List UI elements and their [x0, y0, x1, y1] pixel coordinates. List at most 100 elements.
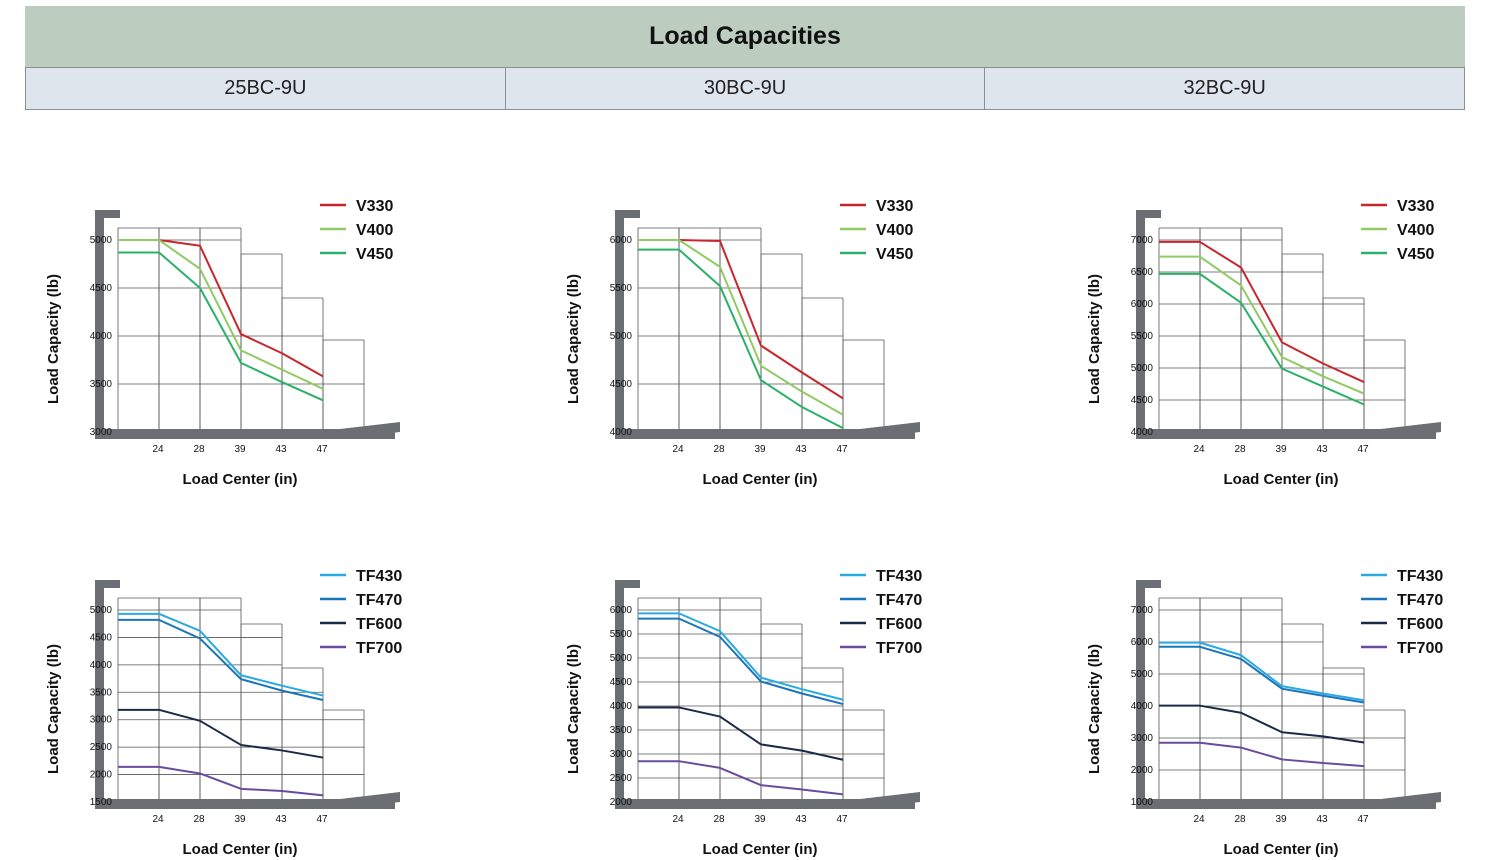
- series-line: [1159, 741, 1365, 768]
- y-tick-label: 2500: [90, 742, 113, 753]
- y-axis-bar: [95, 580, 120, 800]
- legend-label: TF600: [356, 616, 402, 633]
- y-tick-label: 2000: [90, 770, 113, 781]
- legend-label: TF430: [356, 568, 402, 585]
- y-tick-label: 6000: [1131, 299, 1154, 310]
- legend-label: TF700: [356, 640, 402, 657]
- chart-30bc-v-series: 4000 4500 5000 5500 6000 24 28 39 43 47 Load Capac…: [560, 190, 970, 490]
- legend-label: V450: [1397, 246, 1434, 263]
- x-tick-label: 47: [1357, 814, 1369, 825]
- x-tick-label: 28: [713, 444, 725, 455]
- x-axis-wedge: [1381, 422, 1441, 439]
- grid: [117, 597, 365, 803]
- y-tick-label: 2500: [610, 773, 633, 784]
- legend-label: V400: [876, 222, 913, 239]
- x-tick-label: 43: [795, 444, 807, 455]
- y-tick-label: 4500: [1131, 395, 1154, 406]
- x-tick-label: 43: [1316, 444, 1328, 455]
- y-axis-label: Load Capacity (lb): [45, 644, 62, 774]
- y-axis-label: Load Capacity (lb): [565, 274, 582, 404]
- y-tick-label: 3000: [1131, 733, 1154, 744]
- series-line: [638, 239, 844, 416]
- x-tick-label: 24: [152, 814, 164, 825]
- series-line: [638, 248, 844, 430]
- y-tick-label: 6000: [610, 605, 633, 616]
- y-tick-label: 3000: [610, 749, 633, 760]
- x-tick-label: 28: [1234, 814, 1246, 825]
- y-tick-label: 5000: [1131, 669, 1154, 680]
- chart-30bc-tf-series: 2000 2500 3000 3500 4000 4500 5000 5500 6000 24 28…: [560, 560, 970, 860]
- y-tick-label: 7000: [1131, 235, 1154, 246]
- x-axis-floor: [1136, 429, 1436, 439]
- y-tick-label: 4500: [90, 283, 113, 294]
- x-axis-wedge: [860, 792, 920, 809]
- x-tick-label: 28: [713, 814, 725, 825]
- y-tick-label: 7000: [1131, 605, 1154, 616]
- y-tick-label: 1000: [1131, 797, 1154, 808]
- y-tick-label: 5000: [1131, 363, 1154, 374]
- model-row: 25BC-9U 30BC-9U 32BC-9U: [25, 67, 1465, 110]
- y-axis-bar: [615, 210, 640, 430]
- chart-svg: 2000 2500 3000 3500 4000 4500 5000 5500 6000 24 28…: [565, 568, 922, 858]
- series-line: [1159, 641, 1365, 702]
- x-tick-label: 43: [1316, 814, 1328, 825]
- y-tick-label: 3500: [90, 379, 113, 390]
- y-tick-label: 5500: [1131, 331, 1154, 342]
- grid: [637, 227, 885, 433]
- legend-label: TF600: [876, 616, 922, 633]
- y-tick-label: 4000: [1131, 701, 1154, 712]
- series-line: [1159, 255, 1365, 395]
- legend-label: TF700: [876, 640, 922, 657]
- x-axis-label: Load Center (in): [183, 471, 298, 488]
- legend-label: V400: [356, 222, 393, 239]
- series-line: [1159, 272, 1365, 406]
- y-tick-label: 4500: [90, 632, 113, 643]
- y-tick-label: 3000: [90, 427, 113, 438]
- y-tick-label: 3000: [90, 715, 113, 726]
- y-axis-bar: [1136, 580, 1161, 800]
- y-tick-label: 4000: [610, 701, 633, 712]
- grid: [117, 227, 365, 433]
- x-axis-floor: [615, 799, 915, 809]
- x-tick-label: 39: [1275, 814, 1287, 825]
- legend-label: V330: [876, 198, 913, 215]
- y-tick-label: 5500: [610, 283, 633, 294]
- x-tick-label: 24: [672, 814, 684, 825]
- x-tick-label: 28: [1234, 444, 1246, 455]
- y-axis-bar: [615, 580, 640, 800]
- x-tick-label: 39: [754, 814, 766, 825]
- x-axis-wedge: [860, 422, 920, 439]
- x-tick-label: 39: [754, 444, 766, 455]
- x-axis-label: Load Center (in): [1224, 841, 1339, 858]
- legend-label: TF600: [1397, 616, 1443, 633]
- chart-25bc-v-series: 3000 3500 4000 4500 5000 24 28 39 43 47 Load Capac…: [40, 190, 450, 490]
- x-tick-label: 28: [193, 444, 205, 455]
- y-tick-label: 5000: [90, 235, 113, 246]
- legend-label: V330: [1397, 198, 1434, 215]
- legend-label: TF430: [1397, 568, 1443, 585]
- x-tick-label: 39: [234, 814, 246, 825]
- x-tick-label: 39: [234, 444, 246, 455]
- chart-svg: 4000 4500 5000 5500 6000 6500 7000 24 28 39 43 47 Lo…: [1086, 198, 1441, 488]
- x-tick-label: 47: [836, 444, 848, 455]
- y-tick-label: 4500: [610, 379, 633, 390]
- legend-label: V400: [1397, 222, 1434, 239]
- series-line: [1159, 240, 1365, 383]
- model-label-30bc: 30BC-9U: [506, 68, 986, 109]
- y-tick-label: 5500: [610, 629, 633, 640]
- y-axis-bar: [95, 210, 120, 430]
- x-axis-floor: [615, 429, 915, 439]
- legend-label: V450: [356, 246, 393, 263]
- legend-label: TF470: [356, 592, 402, 609]
- series-line: [638, 617, 844, 706]
- x-tick-label: 24: [1193, 814, 1205, 825]
- y-tick-label: 4500: [610, 677, 633, 688]
- x-tick-label: 47: [316, 444, 328, 455]
- series-line: [638, 612, 844, 701]
- x-axis-label: Load Center (in): [703, 471, 818, 488]
- y-tick-label: 4000: [610, 427, 633, 438]
- x-axis-floor: [95, 429, 395, 439]
- y-axis-label: Load Capacity (lb): [565, 644, 582, 774]
- grid: [1158, 597, 1406, 803]
- x-tick-label: 28: [193, 814, 205, 825]
